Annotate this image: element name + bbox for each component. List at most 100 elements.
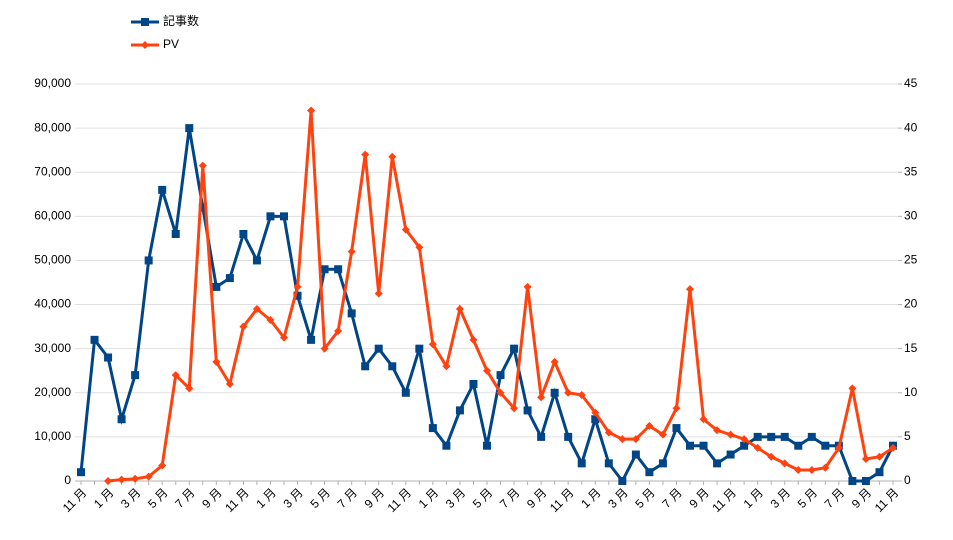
- marker: [442, 362, 451, 371]
- marker: [618, 435, 627, 444]
- marker: [280, 212, 288, 221]
- marker: [496, 388, 505, 397]
- marker: [753, 443, 762, 452]
- marker: [713, 426, 722, 435]
- marker: [740, 441, 749, 450]
- marker: [198, 161, 207, 170]
- marker: [686, 285, 694, 294]
- marker: [239, 322, 248, 331]
- marker: [848, 384, 857, 393]
- marker: [171, 371, 180, 380]
- x-tick-label: 5 月: [795, 485, 820, 510]
- marker: [523, 282, 532, 291]
- x-tick-label: 1 月: [578, 485, 603, 510]
- y-tick-label: 40,000: [34, 297, 71, 311]
- marker: [537, 432, 546, 441]
- x-tick-label: 11 月: [222, 485, 252, 515]
- marker: [185, 384, 194, 393]
- x-tick-label: 7 月: [497, 485, 522, 510]
- marker: [631, 435, 640, 444]
- marker: [428, 340, 437, 349]
- marker: [794, 465, 803, 474]
- x-tick-label: 1 月: [253, 485, 278, 510]
- x-tick-label: 9 月: [524, 485, 549, 510]
- marker: [415, 344, 424, 353]
- marker: [90, 335, 99, 344]
- x-tick-label: 3 月: [443, 485, 468, 510]
- y2-tick-label: 0: [904, 473, 911, 487]
- marker: [740, 435, 749, 444]
- marker: [361, 362, 370, 371]
- marker: [699, 415, 708, 424]
- marker: [672, 424, 681, 433]
- marker: [875, 468, 884, 477]
- marker: [645, 421, 654, 430]
- marker: [77, 468, 85, 477]
- y-tick-label: 60,000: [34, 209, 71, 223]
- marker: [496, 371, 505, 380]
- marker: [252, 304, 261, 313]
- marker: [510, 404, 519, 413]
- x-tick-label: 5 月: [145, 485, 170, 510]
- x-tick-label: 11 月: [547, 485, 577, 515]
- marker: [171, 229, 180, 238]
- marker: [604, 428, 613, 437]
- marker: [361, 150, 370, 159]
- x-tick-label: 9 月: [362, 485, 387, 510]
- marker: [334, 327, 343, 336]
- y2-tick-label: 25: [904, 253, 918, 267]
- marker: [442, 441, 451, 450]
- marker: [144, 256, 153, 265]
- marker: [280, 333, 288, 342]
- marker: [848, 477, 857, 485]
- marker: [591, 408, 600, 417]
- marker: [713, 459, 722, 468]
- marker: [266, 212, 275, 221]
- marker: [794, 441, 803, 450]
- x-tick-label: 3 月: [768, 485, 793, 510]
- marker: [158, 461, 167, 470]
- x-tick-label: 11 月: [385, 485, 415, 515]
- marker: [767, 432, 776, 441]
- marker: [672, 404, 681, 413]
- y-tick-label: 80,000: [34, 120, 71, 134]
- x-tick-label: 7 月: [335, 485, 360, 510]
- marker: [334, 265, 343, 274]
- y2-tick-label: 35: [904, 164, 918, 178]
- marker: [225, 274, 234, 283]
- y-tick-label: 70,000: [34, 164, 71, 178]
- marker: [185, 124, 194, 133]
- marker: [537, 393, 546, 402]
- marker: [415, 243, 424, 252]
- marker: [699, 441, 708, 450]
- x-tick-label: 7 月: [659, 485, 684, 510]
- marker: [861, 477, 870, 485]
- marker: [131, 371, 140, 380]
- x-tick-label: 1 月: [741, 485, 766, 510]
- y2-tick-label: 45: [904, 76, 918, 90]
- x-tick-label: 7 月: [172, 485, 197, 510]
- marker: [821, 463, 830, 472]
- y-tick-label: 10,000: [34, 429, 71, 443]
- marker: [550, 357, 559, 366]
- marker: [455, 304, 464, 313]
- marker: [550, 388, 559, 397]
- marker: [645, 468, 654, 477]
- marker: [293, 291, 302, 300]
- marker: [861, 454, 870, 463]
- marker: [401, 225, 410, 234]
- marker: [293, 282, 302, 291]
- marker: [374, 289, 383, 298]
- marker: [320, 265, 329, 274]
- x-tick-label: 7 月: [822, 485, 847, 510]
- marker: [117, 475, 126, 484]
- marker: [821, 441, 830, 450]
- x-tick-label: 1 月: [416, 485, 441, 510]
- marker: [144, 472, 153, 481]
- marker: [523, 406, 532, 415]
- marker: [591, 415, 600, 424]
- marker: [618, 477, 627, 485]
- marker: [780, 459, 789, 468]
- legend-label: PV: [163, 37, 179, 51]
